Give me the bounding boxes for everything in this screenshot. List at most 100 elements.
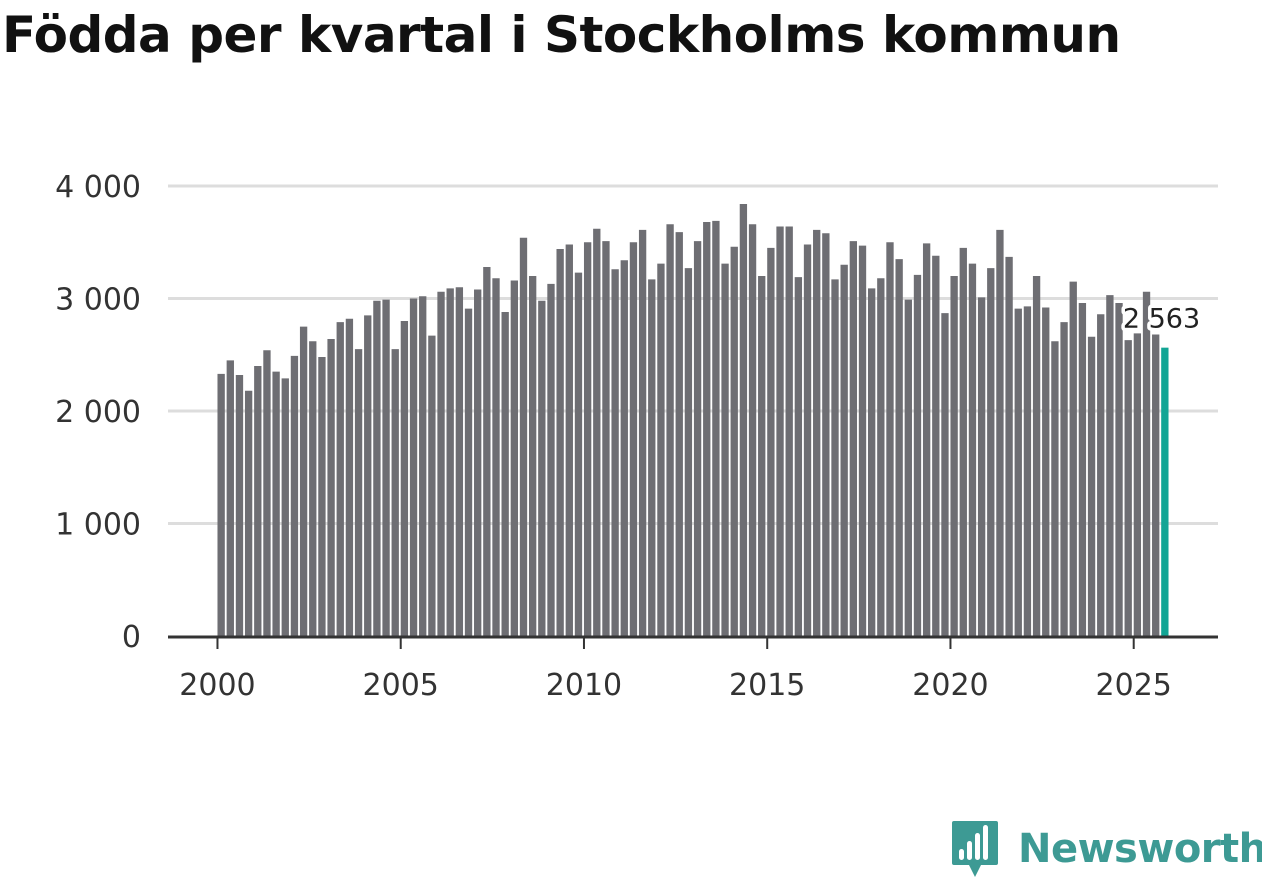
bar (400, 321, 409, 636)
y-tick-label: 1 000 (55, 508, 141, 543)
bar (272, 371, 280, 637)
bar-highlight (1161, 347, 1169, 636)
bar (391, 349, 399, 637)
bar (226, 360, 234, 637)
bar (263, 350, 271, 636)
bar (858, 245, 867, 637)
x-tick-label: 2000 (179, 668, 255, 703)
bar (336, 322, 344, 637)
bar (959, 247, 967, 637)
bar (1097, 314, 1105, 636)
bar (1032, 276, 1041, 636)
bar (528, 276, 537, 636)
bar (254, 366, 262, 636)
bar (244, 390, 253, 636)
bar (492, 278, 500, 636)
bar (877, 278, 885, 636)
bar (785, 226, 793, 636)
y-tick-label: 0 (122, 620, 141, 655)
chart-bubble-icon (952, 821, 998, 877)
bar (483, 267, 491, 636)
bar (419, 296, 427, 636)
chart-title: Födda per kvartal i Stockholms kommun (2, 6, 1121, 64)
bar (758, 276, 766, 636)
bar (922, 243, 931, 637)
bar (327, 339, 335, 636)
x-tick-label: 2015 (729, 668, 805, 703)
bar (1060, 322, 1068, 637)
bar (565, 244, 573, 636)
bar (602, 241, 610, 637)
bar (235, 375, 244, 636)
bar (547, 283, 555, 637)
bar (1069, 281, 1077, 637)
x-tick-label: 2005 (363, 668, 439, 703)
bar (1124, 340, 1132, 637)
bar (831, 279, 839, 637)
bar (1051, 341, 1059, 636)
bar (1152, 334, 1160, 636)
value-annotation: 2 563 (1123, 304, 1200, 335)
bar (748, 224, 757, 636)
bar (987, 268, 995, 637)
bar (1014, 308, 1022, 637)
bar (684, 268, 693, 637)
bar (501, 312, 509, 636)
bar (1042, 307, 1050, 636)
bar (1142, 291, 1151, 636)
bar (299, 326, 308, 637)
bar (611, 269, 619, 636)
bar (1078, 303, 1087, 636)
bar (657, 263, 665, 637)
bar (1005, 256, 1013, 637)
bar (446, 288, 454, 637)
bar (354, 349, 363, 637)
bar (510, 280, 518, 636)
y-tick-label: 4 000 (55, 170, 141, 205)
bar (217, 373, 225, 637)
bar (693, 241, 702, 637)
bar (519, 237, 528, 636)
bar (675, 232, 683, 637)
bar (813, 229, 821, 637)
bar (886, 242, 894, 636)
bar (1106, 295, 1114, 637)
y-tick-label: 3 000 (55, 283, 141, 318)
bar (703, 222, 711, 636)
bars (217, 204, 1169, 637)
labels: 0 1 000 2 000 3 000 4 000 2000 2005 2010 2015 202… (55, 170, 1204, 703)
bar (1087, 336, 1096, 636)
bar (455, 287, 464, 636)
bar (730, 246, 738, 636)
bar (968, 263, 977, 637)
bar (593, 228, 601, 636)
bar (895, 259, 903, 637)
bar (464, 308, 473, 637)
bar (721, 263, 729, 637)
bar (373, 300, 381, 636)
bar (932, 255, 940, 636)
bar (904, 299, 912, 637)
bar (648, 279, 656, 637)
brand-name: Newsworthy (1018, 826, 1262, 872)
bar (712, 220, 720, 637)
bar (629, 242, 638, 636)
bar (739, 204, 748, 636)
x-tick-label: 2025 (1096, 668, 1172, 703)
bar (977, 297, 986, 637)
bar (574, 272, 583, 637)
bar (996, 229, 1004, 637)
axes (168, 635, 1218, 649)
bar (290, 355, 299, 637)
bar (840, 264, 848, 636)
bar (941, 313, 949, 637)
bar (345, 318, 354, 636)
bar (794, 277, 803, 637)
bar (638, 229, 647, 637)
bar (428, 335, 436, 637)
bar (822, 233, 830, 636)
x-tick-label: 2010 (546, 668, 622, 703)
bar (767, 247, 775, 637)
bar (849, 241, 858, 637)
